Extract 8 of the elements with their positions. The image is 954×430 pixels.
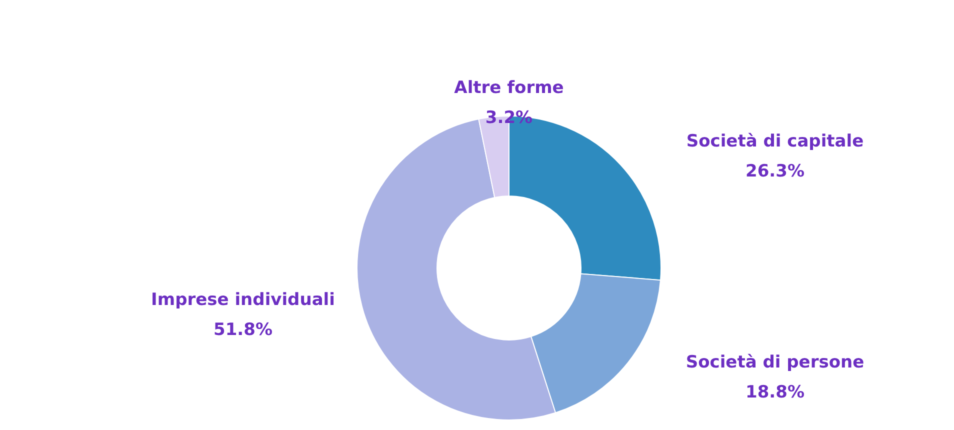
slice-label: Altre forme: [454, 78, 564, 98]
data-label: 51.8%: [214, 320, 272, 340]
slice-label: Imprese individuali: [151, 290, 335, 310]
slice-label: Società di capitale: [686, 132, 864, 152]
data-label: 26.3%: [746, 162, 804, 182]
data-label: 3.2%: [485, 108, 533, 128]
slice-label: Società di persone: [686, 352, 864, 373]
data-label: 18.8%: [746, 382, 804, 403]
